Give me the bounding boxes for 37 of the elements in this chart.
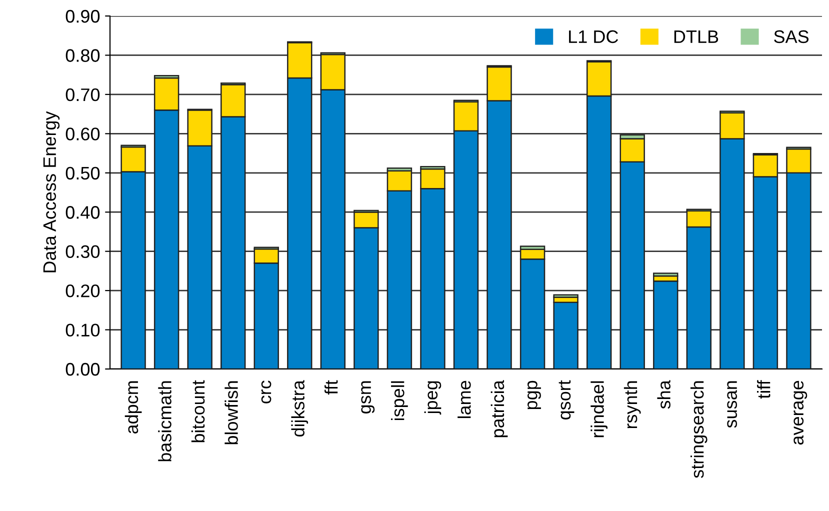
- x-tick-label: dijkstra: [291, 380, 308, 437]
- y-tick-label: 0.20: [66, 284, 100, 298]
- y-tick-label: 0.90: [66, 10, 100, 23]
- x-tick-label: ispell: [391, 381, 408, 420]
- x-tick-label: adpcm: [124, 381, 142, 434]
- x-tick-label: average: [794, 380, 808, 445]
- bar: [553, 302, 578, 369]
- x-tick-label: basicmath: [158, 381, 172, 462]
- y-tick-label: 0.00: [66, 362, 100, 376]
- y-tick-label: 0.50: [66, 166, 100, 180]
- x-tick-label: lame: [458, 380, 471, 418]
- x-tick-label: rsynth: [624, 381, 641, 428]
- x-tick-label: susan: [727, 381, 738, 428]
- y-tick-label: 0.30: [66, 245, 100, 258]
- y-tick-label: 0.70: [66, 88, 100, 102]
- y-tick-label: 0.10: [66, 324, 100, 336]
- x-tick-label: blowfish: [224, 381, 238, 444]
- x-tick-label: gsm: [361, 381, 375, 414]
- x-tick-label: fft: [324, 380, 338, 395]
- x-tick-label: pgp: [528, 380, 541, 410]
- x-tick-label: stringsearch: [690, 381, 708, 478]
- x-tick-label: rijndael: [590, 381, 608, 438]
- x-tick-label: qsort: [558, 380, 574, 420]
- x-tick-label: jpeg: [424, 381, 442, 415]
- legend-label: SAS: [774, 30, 809, 44]
- bar: [653, 280, 678, 369]
- x-tick-label: crc: [261, 380, 272, 404]
- y-tick-label: 0.40: [66, 206, 100, 219]
- x-tick-label: patricia: [490, 380, 508, 438]
- y-tick-label: 0.80: [66, 49, 100, 62]
- x-tick-label: sha: [657, 380, 670, 409]
- y-tick-label: 0.60: [66, 128, 100, 140]
- x-tick-label: bitcount: [191, 380, 205, 442]
- legend-label: DTLB: [674, 30, 718, 43]
- y-axis-title: Data Access Energy: [43, 111, 60, 272]
- x-tick-label: tiff: [757, 380, 770, 399]
- legend-label: L1 DC: [569, 30, 618, 44]
